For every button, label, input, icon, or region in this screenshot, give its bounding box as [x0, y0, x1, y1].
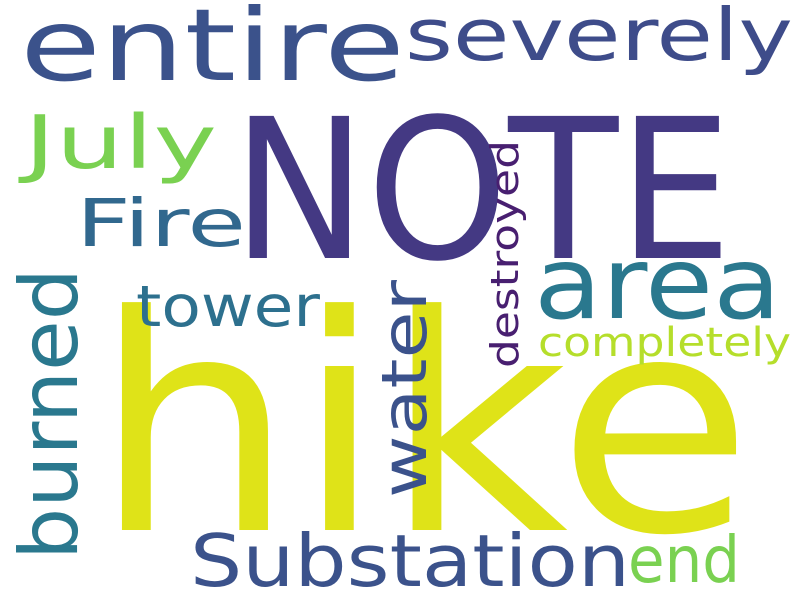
word-destroyed: destroyed — [483, 140, 527, 368]
word-end: end — [628, 524, 740, 598]
word-severely: severely — [405, 0, 793, 77]
word-burned: burned — [3, 268, 96, 560]
word-hike: hike — [93, 252, 753, 600]
word-completely: completely — [538, 320, 791, 366]
word-july: July — [18, 100, 217, 186]
word-substation: Substation — [190, 519, 630, 600]
word-fire: Fire — [76, 185, 246, 262]
word-note: NOTE — [232, 77, 732, 304]
word-entire: entire — [20, 0, 405, 104]
word-water: water — [368, 279, 441, 498]
word-tower: tower — [136, 274, 321, 340]
word-area: area — [534, 225, 781, 342]
